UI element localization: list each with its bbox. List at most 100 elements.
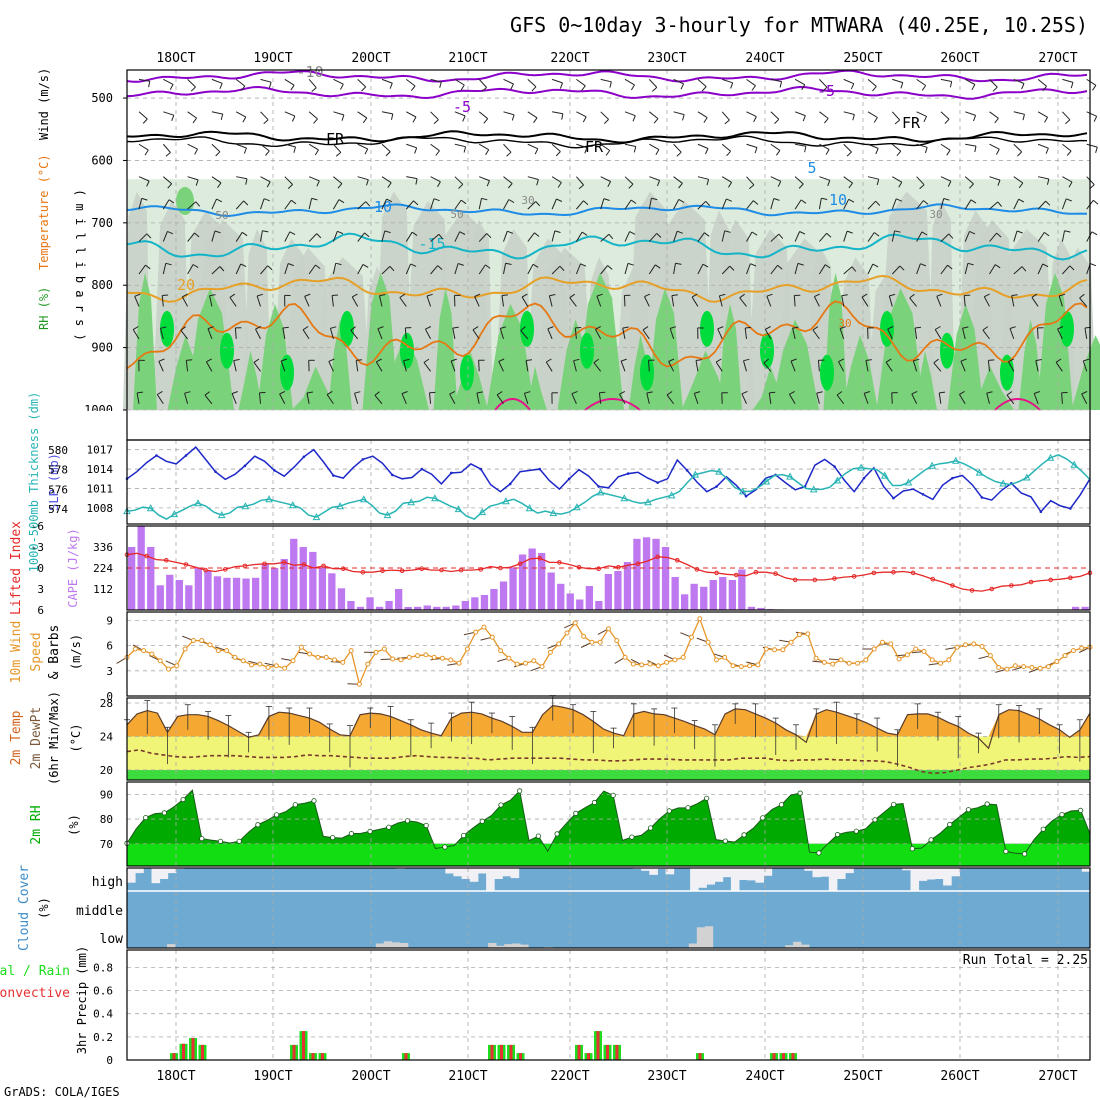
li-point-8 <box>203 567 208 573</box>
wind-barb-flag-327 <box>839 326 846 329</box>
wind-barb-51 <box>229 297 237 307</box>
wind-barb-412 <box>1037 232 1045 242</box>
rh-point-20 <box>311 798 317 804</box>
wind-barb-flag-315 <box>814 293 821 298</box>
wind-barb-349 <box>887 328 893 340</box>
wind-barb-24 <box>187 143 198 150</box>
rh-point-8 <box>199 835 205 842</box>
wind-barb-42 <box>205 361 213 372</box>
wind-point-33 <box>398 657 404 663</box>
wind-barb-flag-418 <box>1070 82 1074 89</box>
wind-barb-252 <box>666 394 675 405</box>
rh-point-90 <box>965 807 972 813</box>
slp-thickness-content: 1008 1011 1014 1017 574 576 578 580 <box>48 439 1091 525</box>
thickness-point-30 <box>359 495 368 503</box>
wind-barb-flag-148 <box>459 231 466 235</box>
wind-barb-279 <box>746 200 754 210</box>
slp-point-42 <box>538 467 542 471</box>
cape-bar-49 <box>595 601 603 610</box>
wind-barb-flag-271 <box>719 293 726 297</box>
wind-barb-14 <box>162 176 173 185</box>
wind-barb-333 <box>867 176 879 180</box>
wind-barb-flag-384 <box>959 390 965 395</box>
wind-barb-flag-114 <box>386 198 393 203</box>
wind-barb-flag-195 <box>547 326 554 330</box>
top-tick-26oct: 26OCT <box>940 51 979 66</box>
wind-barb-flag-135 <box>437 181 441 188</box>
wind-barb-190 <box>551 176 562 183</box>
wind-point-70 <box>705 639 711 645</box>
cloud-high-gap-71 <box>706 868 715 885</box>
wind-barb-28 <box>187 264 194 275</box>
rh-bright-blob-14 <box>1000 354 1014 391</box>
wind-barb-31 <box>185 360 189 372</box>
wind-barb-flag-423 <box>1064 230 1071 233</box>
wind-point-51 <box>547 649 553 655</box>
temp-green-band <box>127 769 1090 780</box>
wind-barb-23 <box>187 111 197 119</box>
wind-barb-flag-348 <box>889 293 896 297</box>
wind-barb-303 <box>794 263 799 275</box>
top-date-axis: 18OCT 19OCT 20OCT 21OCT 22OCT 23OCT 24OC… <box>156 51 1077 66</box>
wind-barb-flag-383 <box>960 358 967 362</box>
wind-barb-92 <box>332 199 340 210</box>
wind-barb-214 <box>600 233 610 242</box>
wind-barb-flag-108 <box>356 359 363 361</box>
wind-barb-184 <box>520 330 529 340</box>
wind-barb-flag-345 <box>896 198 902 202</box>
wind-barb-flag-66 <box>290 84 295 91</box>
wind-barb-flag-137 <box>438 233 444 240</box>
cloud-high-gap-74 <box>730 868 740 891</box>
wind-barb-flag-310 <box>825 149 830 155</box>
wind-barb-flag-226 <box>627 262 634 266</box>
cloud-high-gap-83 <box>804 868 813 871</box>
slp-point-18 <box>302 455 306 459</box>
wind-barb-flag-8 <box>132 326 139 331</box>
wind-barb-flag-402 <box>1021 266 1027 272</box>
rh-green-blob-25 <box>947 303 984 410</box>
contour-label-7: 5 <box>807 159 816 177</box>
wind-barb-171 <box>503 263 507 275</box>
rh-bright-blob-9 <box>700 310 714 347</box>
wind-barb-flag-122 <box>412 116 417 123</box>
wind-barb-flag-112 <box>385 151 391 157</box>
wind-barb-225 <box>624 231 631 242</box>
wind-barb-flag-275 <box>751 85 756 91</box>
wind-barb-346 <box>891 230 896 242</box>
wind-barb-395 <box>986 392 990 404</box>
li-point-78 <box>891 569 896 575</box>
wind-barb-flag-420 <box>1066 150 1072 156</box>
thickness-point-27 <box>336 502 344 510</box>
rh-point-38 <box>479 818 485 824</box>
magenta-contour-2 <box>994 398 1041 411</box>
wind-barb-flag-342 <box>894 119 901 125</box>
thickness-point-21 <box>288 501 297 509</box>
wind-barb-flag-269 <box>724 230 731 233</box>
slp-point-54 <box>656 481 659 484</box>
thickness-point-15 <box>241 502 250 510</box>
wind-barb-flag-334 <box>875 200 881 206</box>
wind-barb-flag-53 <box>233 358 240 362</box>
wind-barb-flag-228 <box>622 326 629 329</box>
wind-barb-flag-244 <box>676 151 682 157</box>
wind-barb-400 <box>1013 198 1020 210</box>
rh-bright-blob-3 <box>340 310 354 347</box>
contour-line-5 <box>126 232 1088 261</box>
wind-barb-flag-70 <box>290 199 297 205</box>
wind-barb-318 <box>816 392 820 404</box>
pressure-tick-500: 500 <box>91 91 113 105</box>
slp-tick-1011: 1011 <box>87 482 114 495</box>
wind-barb-141 <box>423 362 432 372</box>
thickness-point-102 <box>928 461 936 469</box>
wind-barb-174 <box>498 361 504 372</box>
wind-panel: 10m Wind Speed & Barbs (m/s) 0 3 6 9 <box>9 611 1093 703</box>
rh-point-22 <box>330 834 336 841</box>
wind-barb-292 <box>770 264 778 275</box>
rh-green-blob-18 <box>718 303 742 410</box>
wind-point-14 <box>240 658 246 664</box>
temp-content: 20 24 28 <box>100 695 1091 781</box>
wind-barb-155 <box>478 111 489 120</box>
wind-barb-307 <box>788 394 796 405</box>
wind-point-56 <box>589 639 595 645</box>
wind-barb-272 <box>717 328 723 340</box>
